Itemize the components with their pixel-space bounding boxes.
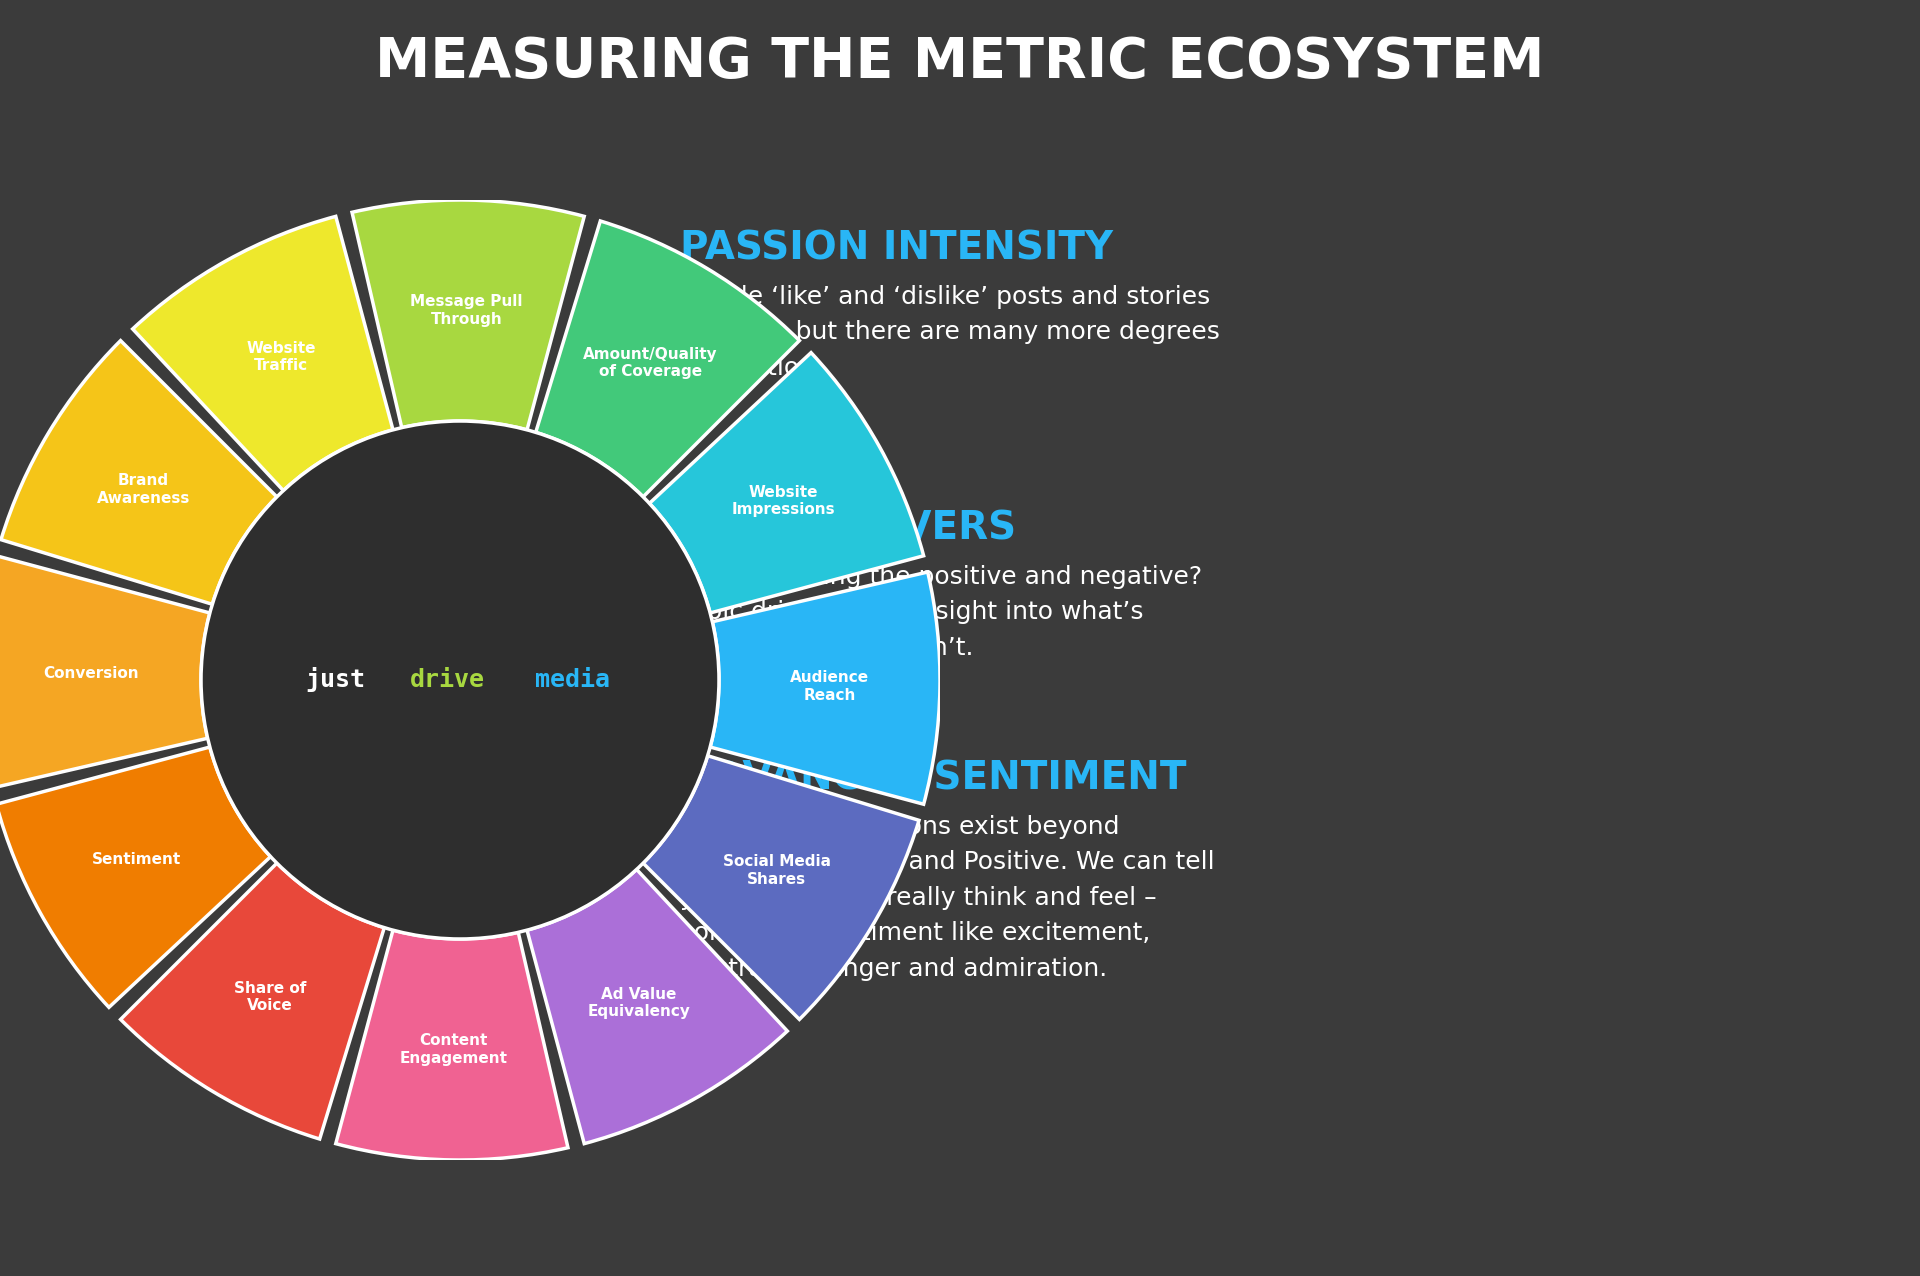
Text: media: media [536,669,611,692]
Text: Website
Impressions: Website Impressions [732,485,835,517]
Wedge shape [2,341,276,605]
Wedge shape [643,755,920,1020]
Text: Content
Engagement: Content Engagement [399,1034,507,1065]
Wedge shape [0,746,271,1007]
Text: What’s driving the positive and negative?
Topic drivers offer insight into what’: What’s driving the positive and negative… [680,565,1202,660]
Text: People ‘like’ and ‘dislike’ posts and stories
liberally, but there are many more: People ‘like’ and ‘dislike’ posts and st… [680,285,1219,380]
Text: TOPIC DRIVERS: TOPIC DRIVERS [680,510,1016,547]
Text: just: just [305,667,365,693]
Text: PASSION INTENSITY: PASSION INTENSITY [680,230,1114,268]
Wedge shape [526,869,787,1143]
Text: Audience
Reach: Audience Reach [789,670,870,703]
Text: Sentiment: Sentiment [92,851,182,866]
Text: Share of
Voice: Share of Voice [234,980,305,1013]
Text: Brand
Awareness: Brand Awareness [96,473,190,505]
Text: Amount/Quality
of Coverage: Amount/Quality of Coverage [584,347,718,379]
Wedge shape [121,863,384,1139]
Wedge shape [536,221,799,496]
Wedge shape [351,200,584,430]
Wedge shape [0,556,209,789]
Circle shape [202,421,718,939]
Text: Website
Traffic: Website Traffic [246,341,315,373]
Text: Social Media
Shares: Social Media Shares [722,854,831,887]
Text: Ad Value
Equivalency: Ad Value Equivalency [588,986,691,1020]
Wedge shape [649,352,924,612]
Wedge shape [132,217,394,490]
Text: drive: drive [411,669,486,692]
Text: Message Pull
Through: Message Pull Through [411,295,522,327]
Text: Feelings and opinions exist beyond
Negative, Neutral and Positive. We can tell
y: Feelings and opinions exist beyond Negat… [680,815,1215,980]
Wedge shape [336,930,568,1160]
Text: Conversion: Conversion [42,666,138,681]
Wedge shape [710,572,941,804]
Text: MEASURING THE METRIC ECOSYSTEM: MEASURING THE METRIC ECOSYSTEM [374,34,1546,89]
Text: ADVANCED SENTIMENT: ADVANCED SENTIMENT [680,760,1187,798]
